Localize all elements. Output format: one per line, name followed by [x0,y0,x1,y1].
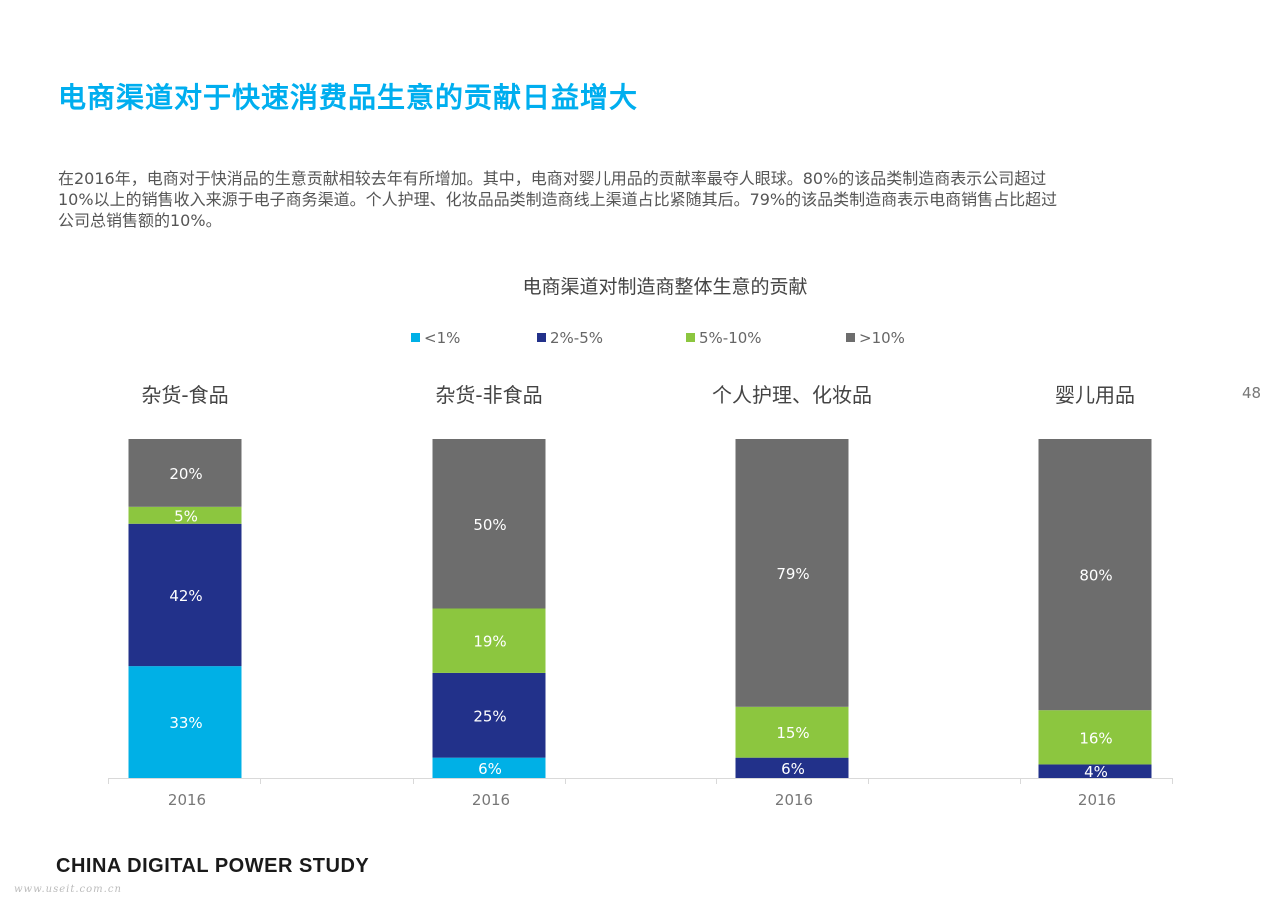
bar-segment [128,666,242,778]
bar-segment [735,757,849,778]
bar-segment [128,523,242,667]
legend-item-2-5: 2%-5% [537,329,603,347]
page-number: 48 [1242,384,1262,402]
legend-swatch [411,333,420,342]
legend-label: >10% [859,329,905,347]
data-label: 4% [1084,763,1108,781]
legend-label: <1% [424,329,461,347]
bar-segment [432,608,546,673]
x-tick-label: 2016 [775,791,813,809]
legend-item-gt10: >10% [846,329,905,347]
data-label: 42% [169,587,202,605]
legend-item-lt1: <1% [411,329,460,347]
bar-segment [128,506,242,524]
intro-paragraph: 在2016年，电商对于快消品的生意贡献相较去年有所增加。其中，电商对婴儿用品的贡… [58,168,1208,231]
legend-item-5-10: 5%-10% [686,329,762,347]
data-label: 80% [1079,567,1112,585]
bar-segment [1038,710,1152,765]
x-tick-label: 2016 [168,791,206,809]
data-label: 79% [776,565,809,583]
legend-swatch [537,333,546,342]
bar-segment [1038,764,1152,778]
legend-swatch [686,333,695,342]
intro-line: 在2016年，电商对于快消品的生意贡献相较去年有所增加。其中，电商对婴儿用品的贡… [58,169,1047,188]
intro-line: 10%以上的销售收入来源于电子商务渠道。个人护理、化妆品品类制造商线上渠道占比紧… [58,190,1058,209]
legend-swatch [846,333,855,342]
bar-segment [735,706,849,758]
category-label: 婴儿用品 [1055,383,1135,407]
bar-segment [1038,439,1152,711]
intro-line: 公司总销售额的10%。 [58,211,222,230]
category-label: 杂货-非食品 [435,383,542,407]
footer-brand: CHINA DIGITAL POWER STUDY [56,855,370,877]
data-label: 33% [169,714,202,732]
data-label: 19% [473,633,506,651]
category-label: 杂货-食品 [141,383,228,407]
legend-label: 2%-5% [550,329,604,347]
legend-label: 5%-10% [699,329,762,347]
bar-segment [128,439,242,507]
x-tick-label: 2016 [472,791,510,809]
page-title: 电商渠道对于快速消费品生意的贡献日益增大 [58,81,639,114]
data-label: 6% [478,760,502,778]
data-label: 50% [473,516,506,534]
chart-legend: <1% 2%-5% 5%-10% >10% [0,329,1280,349]
bar-segment [432,439,546,609]
x-tick-label: 2016 [1078,791,1116,809]
category-label: 个人护理、化妆品 [712,383,872,407]
watermark: www.useit.com.cn [14,884,122,895]
data-label: 15% [776,724,809,742]
data-label: 16% [1079,729,1112,747]
data-label: 25% [473,707,506,725]
bar-segment [432,672,546,758]
data-label: 20% [169,465,202,483]
bar-segment [432,757,546,778]
bar-segment [735,439,849,707]
data-label: 6% [781,760,805,778]
data-label: 5% [174,507,198,525]
chart-title: 电商渠道对制造商整体生意的贡献 [522,276,808,298]
